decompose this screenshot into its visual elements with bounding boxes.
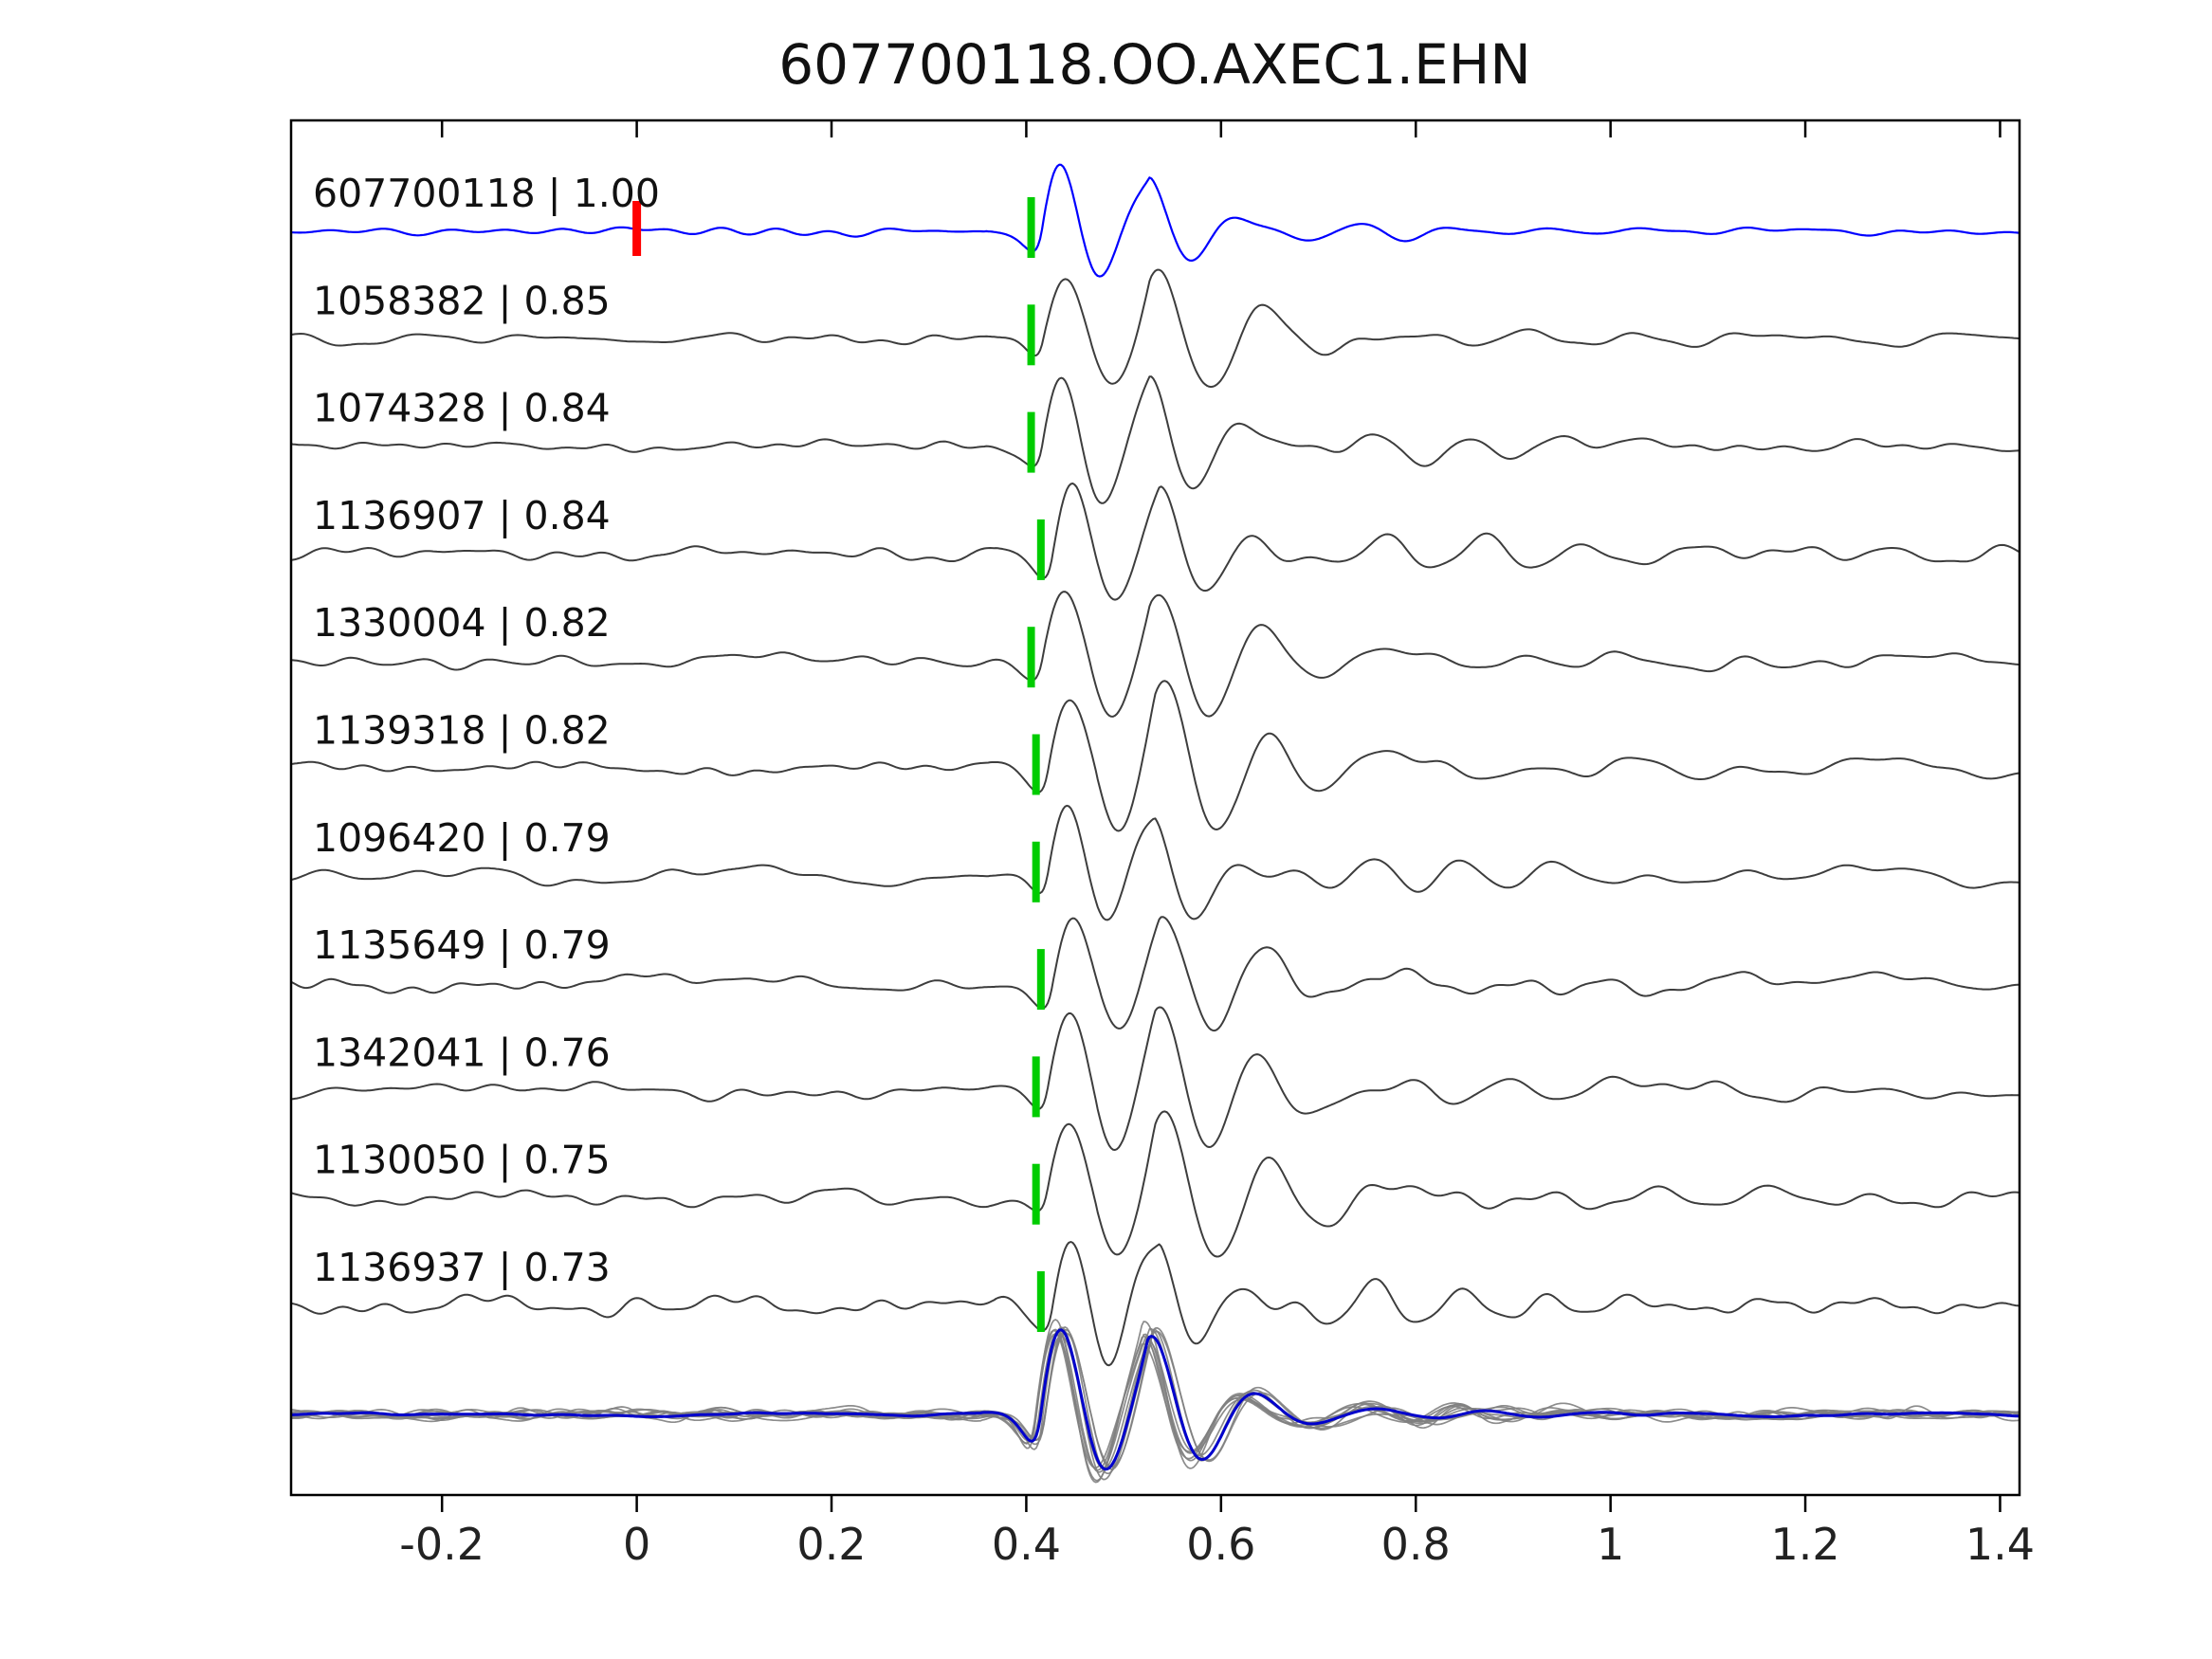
x-tick-label: 0 xyxy=(623,1519,650,1570)
x-tick-label: 0.8 xyxy=(1381,1519,1451,1570)
waveform-trace-1058382 xyxy=(290,268,2020,389)
waveform-trace-1136907 xyxy=(290,483,2020,601)
waveform-trace-1074328 xyxy=(290,375,2020,504)
trace-label: 1330004 | 0.82 xyxy=(313,600,611,646)
stack-trace xyxy=(291,1328,2020,1471)
x-tick-label: 1.2 xyxy=(1770,1519,1839,1570)
x-tick-label: 1 xyxy=(1597,1519,1624,1570)
plot-border xyxy=(289,118,2021,1497)
trace-label: 1135649 | 0.79 xyxy=(313,922,611,968)
x-tick-label: 0.4 xyxy=(992,1519,1061,1570)
x-tick-label-group: -0.2 0 0.2 0.4 0.6 0.8 1 1.2 1.4 xyxy=(399,1519,2035,1570)
match-pick-marker xyxy=(1036,519,1045,580)
match-pick-marker xyxy=(1032,1056,1040,1118)
waveform-trace-1342041 xyxy=(290,1006,2020,1151)
waveform-trace-607700118 xyxy=(291,163,2020,278)
waveform-trace-1139318 xyxy=(290,680,2020,832)
waveform-trace-1130050 xyxy=(290,1110,2020,1258)
match-pick-marker xyxy=(1032,1163,1040,1225)
match-pick-marker xyxy=(1027,627,1035,688)
pick-marker-group xyxy=(632,197,1045,1332)
waveform-trace-1330004 xyxy=(290,591,2020,718)
waveform-trace-1136937 xyxy=(290,1241,2020,1367)
trace-label: 1096420 | 0.79 xyxy=(313,815,611,861)
chart-title: 607700118.OO.AXEC1.EHN xyxy=(778,32,1530,97)
trace-label: 1136907 | 0.84 xyxy=(313,493,611,538)
match-pick-marker xyxy=(1036,1271,1045,1332)
trace-label: 1136937 | 0.73 xyxy=(313,1245,611,1290)
x-tick-label: 0.6 xyxy=(1186,1519,1255,1570)
trace-label-group: 607700118 | 1.00 1058382 | 0.85 1074328 | … xyxy=(313,171,660,1290)
x-axis-ticks xyxy=(440,120,2002,1512)
match-pick-marker xyxy=(1027,304,1035,366)
trace-label: 607700118 | 1.00 xyxy=(313,171,660,216)
trace-label: 1130050 | 0.75 xyxy=(313,1138,611,1183)
trace-label: 1074328 | 0.84 xyxy=(313,386,611,431)
match-pick-marker xyxy=(1032,841,1040,902)
waveform-trace-1096420 xyxy=(290,804,2020,921)
overlay-trace xyxy=(290,1335,2020,1469)
trace-label: 1342041 | 0.76 xyxy=(313,1030,611,1075)
trace-group xyxy=(290,163,2020,1484)
x-tick-label: 1.4 xyxy=(1965,1519,2035,1570)
trace-label: 1058382 | 0.85 xyxy=(313,278,611,323)
match-pick-marker xyxy=(1027,197,1035,258)
match-pick-marker xyxy=(1032,734,1040,795)
match-pick-marker xyxy=(1027,411,1035,473)
waveform-trace-1135649 xyxy=(290,916,2020,1032)
match-pick-marker xyxy=(1036,949,1045,1011)
x-tick-label: -0.2 xyxy=(399,1519,484,1570)
template-pick-marker xyxy=(632,201,642,256)
x-tick-label: 0.2 xyxy=(796,1519,866,1570)
trace-label: 1139318 | 0.82 xyxy=(313,708,611,754)
